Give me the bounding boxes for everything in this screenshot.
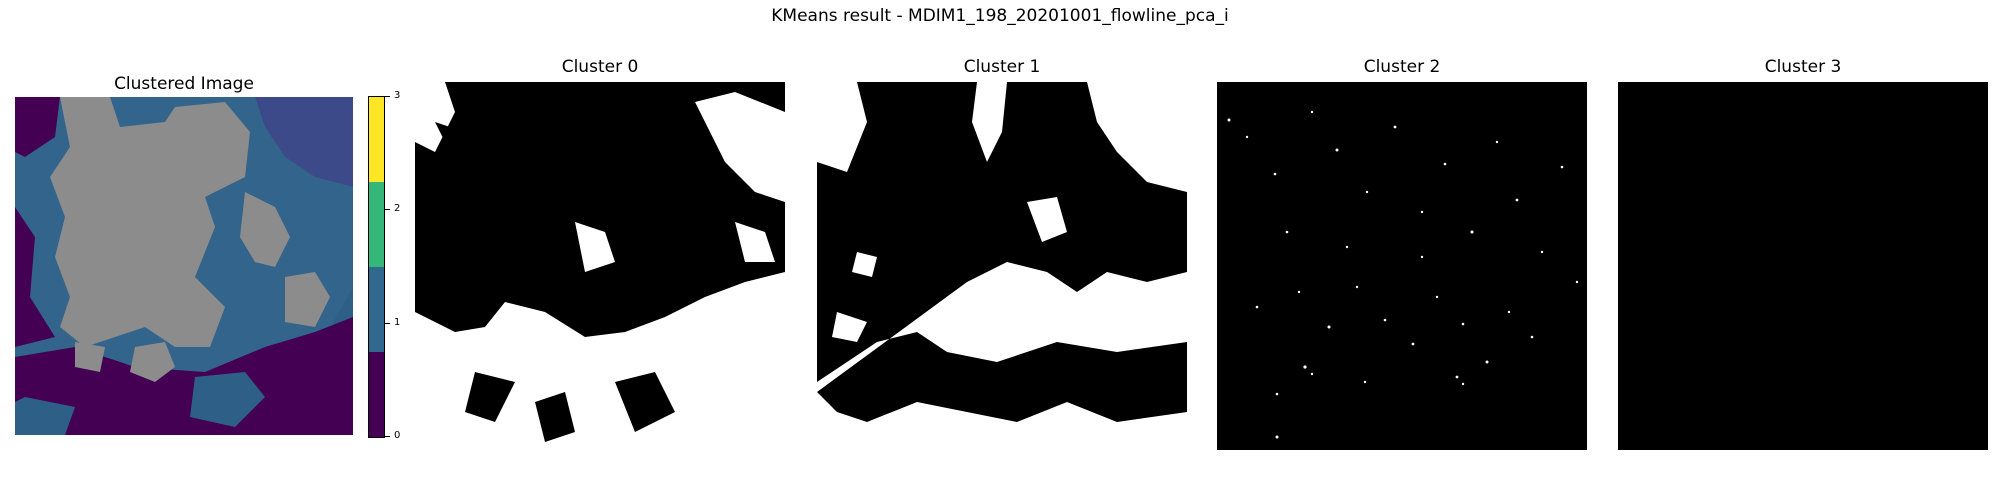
colorbar-tick-label-3: 3 bbox=[394, 90, 401, 101]
cluster-0-title: Cluster 0 bbox=[561, 57, 639, 77]
colorbar-tick-2 bbox=[385, 209, 390, 210]
colorbar-tick-label-1: 1 bbox=[394, 317, 401, 328]
colorbar-segment-2 bbox=[369, 182, 384, 267]
cluster-3-mask bbox=[1618, 82, 1988, 450]
cluster-2-title: Cluster 2 bbox=[1363, 57, 1441, 77]
colorbar-tick-3 bbox=[385, 96, 390, 97]
colorbar-tick-label-2: 2 bbox=[394, 203, 401, 214]
figure-title: KMeans result - MDIM1_198_20201001_flowl… bbox=[771, 6, 1229, 26]
colorbar-segment-1 bbox=[369, 267, 384, 352]
colorbar-tick-1 bbox=[385, 323, 390, 324]
colorbar-tick-label-0: 0 bbox=[394, 430, 401, 441]
clustered-image bbox=[15, 97, 353, 435]
colorbar-segment-3 bbox=[369, 97, 384, 182]
colorbar bbox=[368, 96, 385, 438]
cluster-1-mask bbox=[817, 82, 1187, 450]
cluster-1-title: Cluster 1 bbox=[963, 57, 1041, 77]
cluster-0-mask bbox=[415, 82, 785, 450]
cluster-3-title: Cluster 3 bbox=[1764, 57, 1842, 77]
colorbar-tick-0 bbox=[385, 436, 390, 437]
clustered-image-title: Clustered Image bbox=[114, 74, 254, 94]
cluster-2-mask bbox=[1217, 82, 1587, 450]
colorbar-segment-0 bbox=[369, 352, 384, 437]
